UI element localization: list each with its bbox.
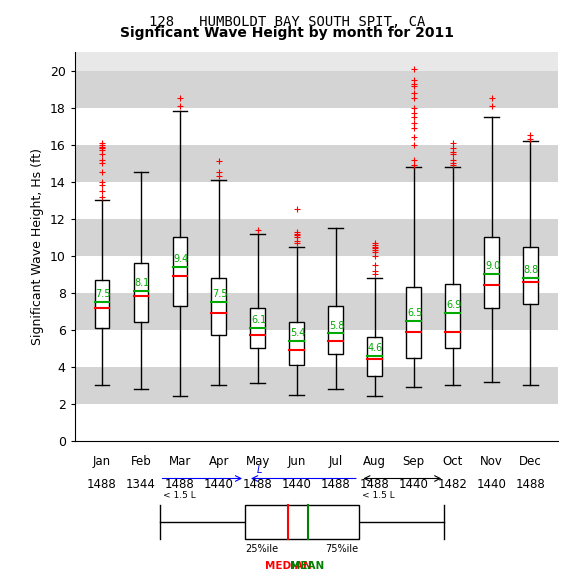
Text: 9.0: 9.0 bbox=[485, 262, 500, 271]
Text: < 1.5 L: < 1.5 L bbox=[362, 491, 394, 500]
Text: Jul: Jul bbox=[328, 455, 343, 468]
Text: Nov: Nov bbox=[480, 455, 503, 468]
Bar bbox=[245, 505, 359, 539]
Text: 1488: 1488 bbox=[243, 478, 273, 491]
Text: 1482: 1482 bbox=[438, 478, 467, 491]
Text: 6.5: 6.5 bbox=[407, 308, 423, 318]
Text: Aug: Aug bbox=[363, 455, 386, 468]
Text: 1440: 1440 bbox=[398, 478, 428, 491]
Text: Sep: Sep bbox=[402, 455, 425, 468]
Bar bbox=[75, 108, 558, 145]
Bar bbox=[484, 237, 499, 307]
Bar bbox=[251, 307, 265, 348]
Text: 1440: 1440 bbox=[477, 478, 507, 491]
Text: 5.4: 5.4 bbox=[290, 328, 305, 338]
Text: MEAN: MEAN bbox=[290, 561, 325, 571]
Bar bbox=[75, 219, 558, 256]
Text: < 1.5 L: < 1.5 L bbox=[163, 491, 196, 500]
Bar bbox=[367, 337, 382, 376]
Text: 75%ile: 75%ile bbox=[325, 544, 359, 554]
Text: 9.4: 9.4 bbox=[173, 254, 189, 264]
Text: 1488: 1488 bbox=[360, 478, 389, 491]
Bar bbox=[75, 145, 558, 182]
Bar bbox=[75, 330, 558, 367]
Text: 1488: 1488 bbox=[165, 478, 195, 491]
Text: 1440: 1440 bbox=[282, 478, 312, 491]
Bar bbox=[75, 367, 558, 404]
Bar bbox=[406, 287, 421, 357]
Bar bbox=[75, 404, 558, 441]
Text: 8.8: 8.8 bbox=[524, 265, 539, 275]
Text: 7.5: 7.5 bbox=[212, 289, 228, 299]
Text: 7.5: 7.5 bbox=[95, 289, 111, 299]
Text: 128   HUMBOLDT BAY SOUTH SPIT, CA: 128 HUMBOLDT BAY SOUTH SPIT, CA bbox=[150, 14, 426, 28]
Text: Oct: Oct bbox=[442, 455, 463, 468]
Bar bbox=[133, 263, 148, 322]
Text: 1488: 1488 bbox=[87, 478, 117, 491]
Bar bbox=[523, 246, 538, 304]
Bar bbox=[95, 280, 109, 328]
Bar bbox=[328, 306, 343, 354]
Y-axis label: Significant Wave Height, Hs (ft): Significant Wave Height, Hs (ft) bbox=[31, 148, 44, 345]
Text: 1440: 1440 bbox=[204, 478, 234, 491]
Bar bbox=[172, 237, 187, 306]
Text: 1488: 1488 bbox=[321, 478, 351, 491]
Bar bbox=[75, 293, 558, 330]
Text: Apr: Apr bbox=[209, 455, 229, 468]
Text: 6.1: 6.1 bbox=[251, 315, 266, 325]
Text: 25%ile: 25%ile bbox=[245, 544, 278, 554]
Bar bbox=[75, 71, 558, 108]
Text: MEDIAN: MEDIAN bbox=[265, 561, 312, 571]
Bar bbox=[212, 278, 227, 335]
Text: 4.6: 4.6 bbox=[368, 343, 384, 353]
Text: Dec: Dec bbox=[519, 455, 542, 468]
Text: Mar: Mar bbox=[168, 455, 191, 468]
Text: 1344: 1344 bbox=[126, 478, 156, 491]
Text: Jun: Jun bbox=[288, 455, 306, 468]
Bar bbox=[75, 182, 558, 219]
Bar bbox=[445, 284, 460, 348]
Bar bbox=[75, 256, 558, 293]
Text: 1488: 1488 bbox=[516, 478, 545, 491]
Text: L: L bbox=[256, 465, 262, 475]
Text: May: May bbox=[246, 455, 270, 468]
Bar bbox=[289, 322, 304, 365]
Text: Feb: Feb bbox=[131, 455, 151, 468]
Text: Jan: Jan bbox=[93, 455, 111, 468]
Text: Signficant Wave Height by month for 2011: Signficant Wave Height by month for 2011 bbox=[121, 26, 454, 40]
Text: 8.1: 8.1 bbox=[135, 278, 150, 288]
Text: 6.9: 6.9 bbox=[446, 300, 461, 310]
Text: 5.8: 5.8 bbox=[329, 321, 344, 331]
